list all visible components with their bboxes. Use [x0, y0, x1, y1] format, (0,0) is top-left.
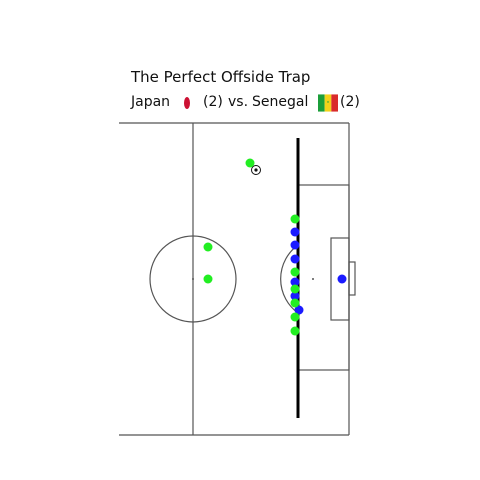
ball-icon: [251, 165, 261, 175]
player-blue: [290, 240, 300, 250]
player-green: [290, 284, 300, 294]
player-green: [245, 158, 255, 168]
player-blue: [290, 277, 300, 287]
player-green: [203, 242, 213, 252]
player-green: [290, 326, 300, 336]
player-blue: [290, 227, 300, 237]
team-b-name: Senegal: [252, 94, 309, 110]
penalty-spot: [312, 278, 314, 280]
penalty-arc: [280, 244, 299, 314]
goal: [348, 261, 356, 296]
player-blue: [290, 254, 300, 264]
player-green: [290, 298, 300, 308]
diagram-title: The Perfect Offside Trap: [131, 68, 311, 86]
player-green: [290, 214, 300, 224]
japan-flag-icon: [184, 97, 190, 109]
player-blue-goalkeeper: [337, 274, 347, 284]
team-a-name: Japan: [131, 94, 171, 110]
centre-circle: [149, 235, 237, 323]
team-b-score: (2): [340, 94, 360, 110]
centre-spot: [192, 278, 194, 280]
versus-label: vs.: [228, 94, 249, 110]
player-green: [290, 267, 300, 277]
player-blue: [294, 305, 304, 315]
team-a-score: (2): [203, 94, 223, 110]
player-blue: [290, 291, 300, 301]
senegal-flag-icon: [318, 94, 338, 112]
player-green: [203, 274, 213, 284]
player-green: [290, 312, 300, 322]
